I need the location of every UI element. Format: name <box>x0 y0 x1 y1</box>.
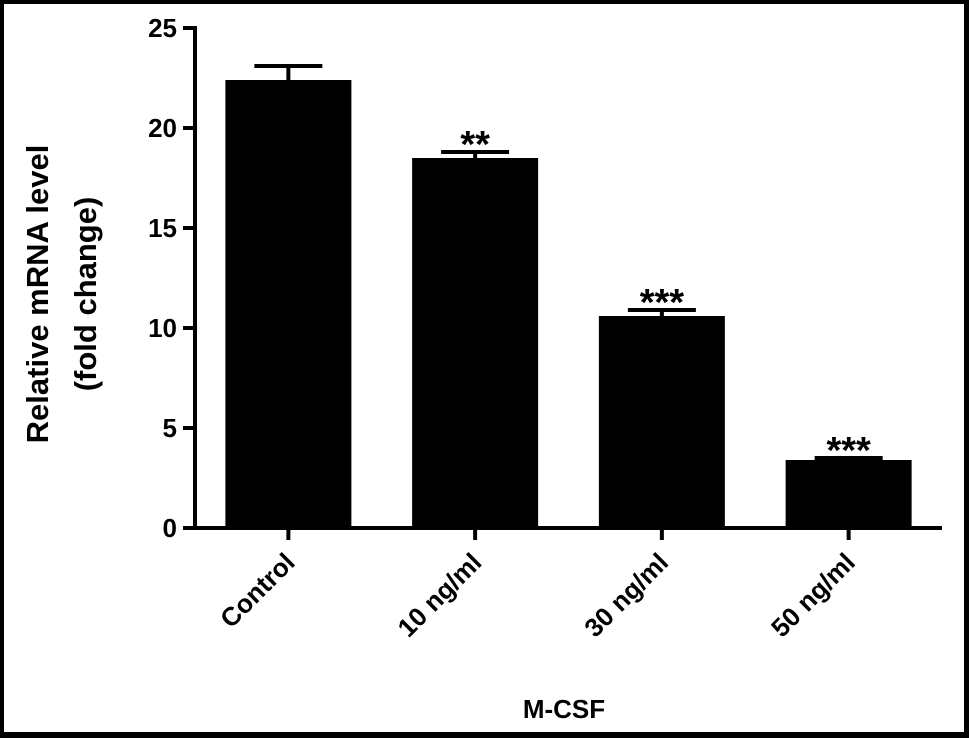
x-tick-label-1: 10 ng/ml <box>392 547 488 643</box>
y-tick-label-3: 15 <box>148 213 177 243</box>
significance-label-3: *** <box>826 430 871 472</box>
bar-2 <box>598 316 725 528</box>
significance-group: ******** <box>460 124 871 472</box>
y-axis-title-line-2: (fold change) <box>68 197 103 392</box>
x-tick-label-0: Control <box>214 547 301 634</box>
bars-group <box>225 80 912 528</box>
bar-chart: Relative mRNA level (fold change) ******… <box>20 13 942 724</box>
y-tick-label-5: 25 <box>148 13 177 43</box>
x-axis-title: M-CSF <box>523 694 605 724</box>
y-tick-label-0: 0 <box>163 513 177 543</box>
x-tick-label-2: 30 ng/ml <box>578 547 674 643</box>
y-ticks-group: 0 5 10 15 20 25 <box>148 13 195 543</box>
y-axis-title: Relative mRNA level (fold change) <box>20 145 103 444</box>
significance-label-2: *** <box>640 282 685 324</box>
significance-label-1: ** <box>460 124 490 166</box>
error-bars-group <box>254 64 883 460</box>
y-axis-title-line-1: Relative mRNA level <box>20 145 55 444</box>
axes-group <box>193 26 942 530</box>
chart-panel: Relative mRNA level (fold change) ** *** *… <box>4 4 964 732</box>
bar-0 <box>225 80 352 528</box>
bar-1 <box>412 158 539 528</box>
y-tick-label-4: 20 <box>148 113 177 143</box>
x-ticks-group: Control 10 ng/ml 30 ng/ml 50 ng/ml <box>214 528 861 643</box>
y-tick-label-1: 5 <box>163 413 177 443</box>
y-tick-label-2: 10 <box>148 313 177 343</box>
x-tick-label-3: 50 ng/ml <box>765 547 861 643</box>
bar-3 <box>785 460 912 528</box>
